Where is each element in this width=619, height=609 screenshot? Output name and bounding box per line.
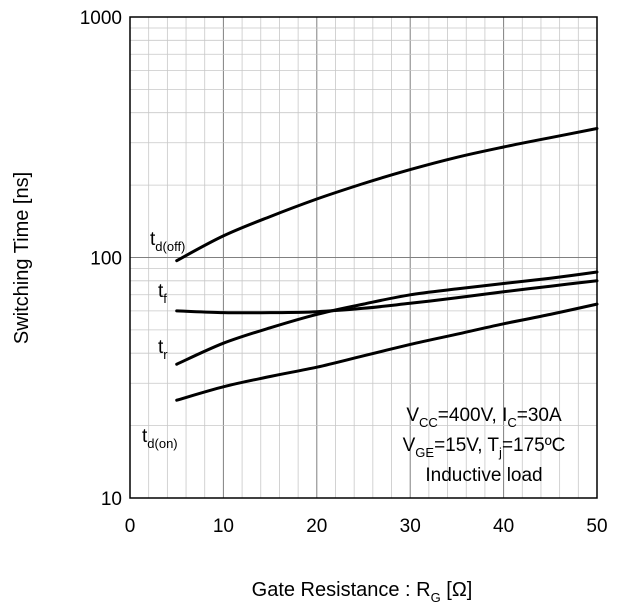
conditions-line: VCC=400V, IC=30A — [406, 405, 562, 430]
series-label-tf: tf — [158, 281, 167, 306]
x-tick-label: 50 — [586, 516, 607, 537]
y-tick-label: 100 — [90, 249, 122, 270]
series-line-tdoff — [175, 127, 599, 263]
x-tick-label: 30 — [400, 516, 421, 537]
x-tick-label: 0 — [125, 516, 136, 537]
series-label-tdoff: td(off) — [150, 229, 185, 254]
y-tick-label: 10 — [101, 489, 122, 510]
conditions-line: Inductive load — [425, 465, 542, 486]
series-line-tdon — [175, 302, 599, 402]
plot-frame — [129, 16, 598, 499]
series-labels: td(off) tf tr td(on) — [142, 229, 185, 451]
conditions-annotation: VCC=400V, IC=30A VGE=15V, Tj=175ºC Inducti… — [403, 405, 566, 486]
x-axis-title-sub: G — [431, 590, 441, 605]
grid — [130, 17, 597, 498]
y-axis-title: Switching Time [ns] — [11, 172, 33, 344]
x-tick-label: 20 — [306, 516, 327, 537]
x-axis-title-main: Gate Resistance : R — [252, 579, 431, 601]
series-label-tr: tr — [158, 337, 168, 362]
x-tick-label: 10 — [213, 516, 234, 537]
series-line-tr — [175, 270, 599, 366]
series-line-tf — [175, 279, 599, 315]
conditions-line: VGE=15V, Tj=175ºC — [403, 435, 566, 460]
y-tick-label: 1000 — [80, 8, 122, 29]
x-axis-title: Gate Resistance : RG [Ω] — [252, 579, 473, 605]
series-group — [175, 127, 599, 402]
x-axis-title-unit: [Ω] — [441, 579, 473, 601]
x-tick-label: 40 — [493, 516, 514, 537]
series-label-tdon: td(on) — [142, 426, 178, 451]
